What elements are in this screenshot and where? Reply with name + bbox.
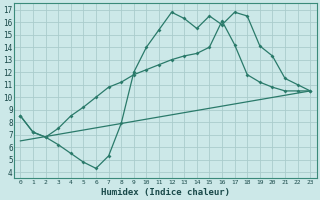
X-axis label: Humidex (Indice chaleur): Humidex (Indice chaleur) xyxy=(101,188,230,197)
